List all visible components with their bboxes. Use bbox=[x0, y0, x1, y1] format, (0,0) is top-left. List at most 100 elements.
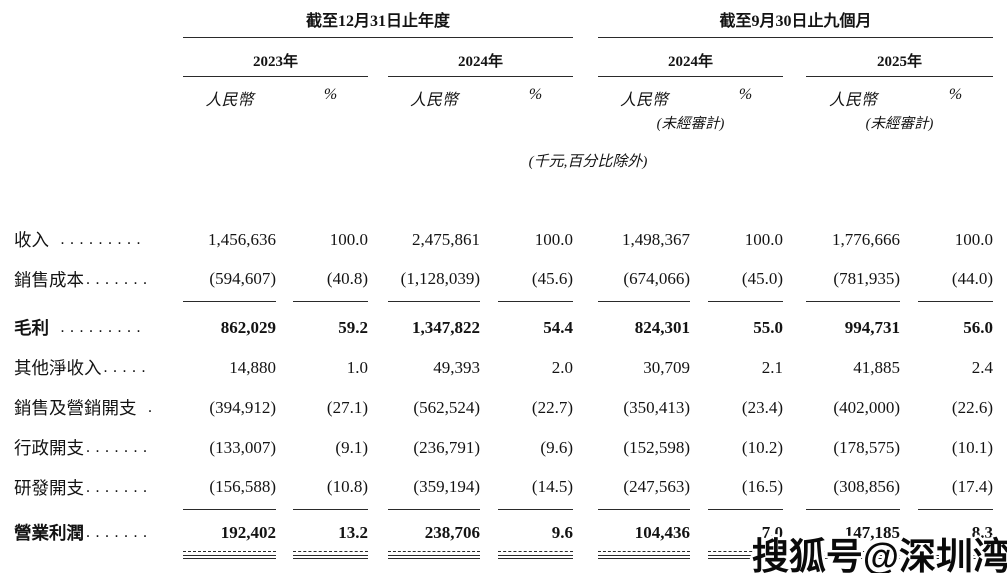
value-rmb-operating-profit: 238,706 bbox=[388, 518, 480, 552]
table-row-operating-profit: 營業利潤....... 192,402 13.2 238,706 9.6 104,436 7… bbox=[14, 518, 1007, 552]
value-rmb-rd-expenses: (156,588) bbox=[183, 470, 276, 510]
value-rmb-gross-profit: 862,029 bbox=[220, 317, 276, 337]
value-rmb-gross-profit: 824,301 bbox=[634, 317, 690, 337]
table-row-selling-marketing-expenses: 銷售及營銷開支 . (394,912) (27.1) (562,524) (22.7) (… bbox=[14, 390, 1007, 430]
value-percent-administrative-expenses: (9.1) bbox=[335, 437, 368, 457]
double-rule bbox=[388, 555, 480, 559]
value-percent-operating-profit: 7.0 bbox=[708, 518, 783, 552]
value-percent-gross-profit: 59.2 bbox=[338, 317, 368, 337]
value-percent-operating-profit: 9.6 bbox=[498, 518, 573, 552]
dot-leader: ....... bbox=[86, 438, 153, 456]
row-label-text: 銷售成本 bbox=[14, 270, 84, 290]
row-label-text: 營業利潤 bbox=[14, 523, 84, 543]
value-percent-cost-of-sales: (40.8) bbox=[293, 262, 368, 302]
currency-header: 人民幣 bbox=[619, 92, 668, 109]
value-rmb-administrative-expenses: (152,598) bbox=[623, 437, 690, 457]
table-row-revenue: 收入 ......... 1,456,636 100.0 2,475,861 100.0… bbox=[14, 222, 1007, 262]
sohu-watermark: 搜狐号@深圳湾 bbox=[751, 536, 1007, 573]
value-rmb-revenue: 1,456,636 bbox=[208, 229, 276, 249]
percent-header: % bbox=[323, 86, 338, 103]
year-header-2023: 2023年 bbox=[183, 38, 368, 77]
value-percent-gross-profit: 54.4 bbox=[543, 317, 573, 337]
value-rmb-cost-of-sales: (781,935) bbox=[806, 262, 900, 302]
currency-header: 人民幣 bbox=[205, 92, 254, 109]
value-rmb-other-net-income: 49,393 bbox=[433, 357, 480, 377]
row-spacer bbox=[0, 302, 1007, 310]
currency-header: 人民幣 bbox=[828, 92, 877, 109]
value-percent-selling-marketing-expenses: (27.1) bbox=[326, 397, 368, 417]
double-rule bbox=[498, 555, 573, 559]
value-rmb-selling-marketing-expenses: (402,000) bbox=[833, 397, 900, 417]
value-rmb-administrative-expenses: (178,575) bbox=[833, 437, 900, 457]
value-percent-cost-of-sales: (45.6) bbox=[498, 262, 573, 302]
value-percent-selling-marketing-expenses: (22.7) bbox=[531, 397, 573, 417]
value-percent-other-net-income: 2.1 bbox=[761, 357, 783, 377]
value-percent-gross-profit: 55.0 bbox=[753, 317, 783, 337]
double-rule bbox=[183, 555, 276, 559]
period-header-nine-months: 截至9月30日止九個月 bbox=[598, 0, 993, 38]
table-row-rd-expenses: 研發開支....... (156,588) (10.8) (359,194) (14.5… bbox=[14, 470, 1007, 510]
value-rmb-selling-marketing-expenses: (394,912) bbox=[209, 397, 276, 417]
row-label: 銷售及營銷開支 . bbox=[14, 390, 183, 430]
value-rmb-revenue: 1,776,666 bbox=[832, 229, 900, 249]
percent-header: % bbox=[528, 86, 543, 103]
table-body: 收入 ......... 1,456,636 100.0 2,475,861 100.0… bbox=[0, 222, 1007, 552]
value-rmb-other-net-income: 41,885 bbox=[853, 357, 900, 377]
row-label-text: 收入 bbox=[14, 230, 49, 250]
dot-leader: ......... bbox=[51, 318, 146, 336]
value-percent-other-net-income: 1.0 bbox=[346, 357, 368, 377]
value-percent-cost-of-sales: (44.0) bbox=[918, 262, 993, 302]
table-row-other-net-income: 其他淨收入..... 14,880 1.0 49,393 2.0 30,709 2.1 41,… bbox=[14, 350, 1007, 390]
value-percent-rd-expenses: (17.4) bbox=[918, 470, 993, 510]
value-rmb-rd-expenses: (247,563) bbox=[598, 470, 690, 510]
period-header-row: 截至12月31日止年度 截至9月30日止九個月 bbox=[14, 0, 1007, 38]
value-percent-administrative-expenses: (10.1) bbox=[951, 437, 993, 457]
currency-header: 人民幣 bbox=[409, 92, 458, 109]
year-header-2024: 2024年 bbox=[388, 38, 573, 77]
value-rmb-rd-expenses: (359,194) bbox=[388, 470, 480, 510]
row-label: 毛利 ......... bbox=[14, 310, 183, 350]
value-percent-administrative-expenses: (9.6) bbox=[540, 437, 573, 457]
dot-leader: ....... bbox=[86, 523, 153, 541]
unaudited-note: (未經審計) bbox=[865, 116, 934, 132]
value-percent-revenue: 100.0 bbox=[744, 229, 783, 249]
value-percent-cost-of-sales: (45.0) bbox=[708, 262, 783, 302]
row-label: 其他淨收入..... bbox=[14, 350, 183, 390]
value-percent-operating-profit: 13.2 bbox=[293, 518, 368, 552]
table-row-gross-profit: 毛利 ......... 862,029 59.2 1,347,822 54.4 824,… bbox=[14, 310, 1007, 350]
value-rmb-administrative-expenses: (133,007) bbox=[209, 437, 276, 457]
value-percent-rd-expenses: (10.8) bbox=[293, 470, 368, 510]
value-percent-administrative-expenses: (10.2) bbox=[741, 437, 783, 457]
year-header-row: 2023年 2024年 2024年 2025年 bbox=[14, 38, 1007, 77]
percent-header: % bbox=[738, 86, 753, 103]
row-label-text: 研發開支 bbox=[14, 478, 84, 498]
value-rmb-selling-marketing-expenses: (350,413) bbox=[623, 397, 690, 417]
value-rmb-cost-of-sales: (1,128,039) bbox=[388, 262, 480, 302]
period-header-annual: 截至12月31日止年度 bbox=[183, 0, 573, 38]
row-label-text: 銷售及營銷開支 bbox=[14, 398, 137, 418]
double-rule-row bbox=[14, 552, 1007, 562]
value-percent-operating-profit: 8.3 bbox=[918, 518, 993, 552]
double-rule bbox=[598, 555, 690, 559]
value-rmb-revenue: 1,498,367 bbox=[622, 229, 690, 249]
year-header-2025: 2025年 bbox=[806, 38, 993, 77]
value-percent-revenue: 100.0 bbox=[954, 229, 993, 249]
row-spacer bbox=[0, 510, 1007, 518]
dot-leader: ....... bbox=[86, 270, 153, 288]
table-row-cost-of-sales: 銷售成本....... (594,607) (40.8) (1,128,039) (45… bbox=[14, 262, 1007, 302]
value-percent-rd-expenses: (16.5) bbox=[708, 470, 783, 510]
column-header-row: 人民幣 % 人民幣 % 人民幣 % 人民幣 % bbox=[14, 77, 1007, 112]
value-percent-rd-expenses: (14.5) bbox=[498, 470, 573, 510]
row-label-text: 行政開支 bbox=[14, 438, 84, 458]
unaudited-note-row: (未經審計) (未經審計) bbox=[14, 112, 1007, 140]
year-header-2024-9m: 2024年 bbox=[598, 38, 783, 77]
value-percent-other-net-income: 2.0 bbox=[551, 357, 573, 377]
percent-header: % bbox=[948, 86, 963, 103]
value-rmb-other-net-income: 14,880 bbox=[229, 357, 276, 377]
value-rmb-cost-of-sales: (594,607) bbox=[183, 262, 276, 302]
double-rule bbox=[918, 555, 993, 559]
value-rmb-gross-profit: 1,347,822 bbox=[412, 317, 480, 337]
dot-leader: ......... bbox=[51, 230, 146, 248]
row-label-text: 毛利 bbox=[14, 318, 49, 338]
